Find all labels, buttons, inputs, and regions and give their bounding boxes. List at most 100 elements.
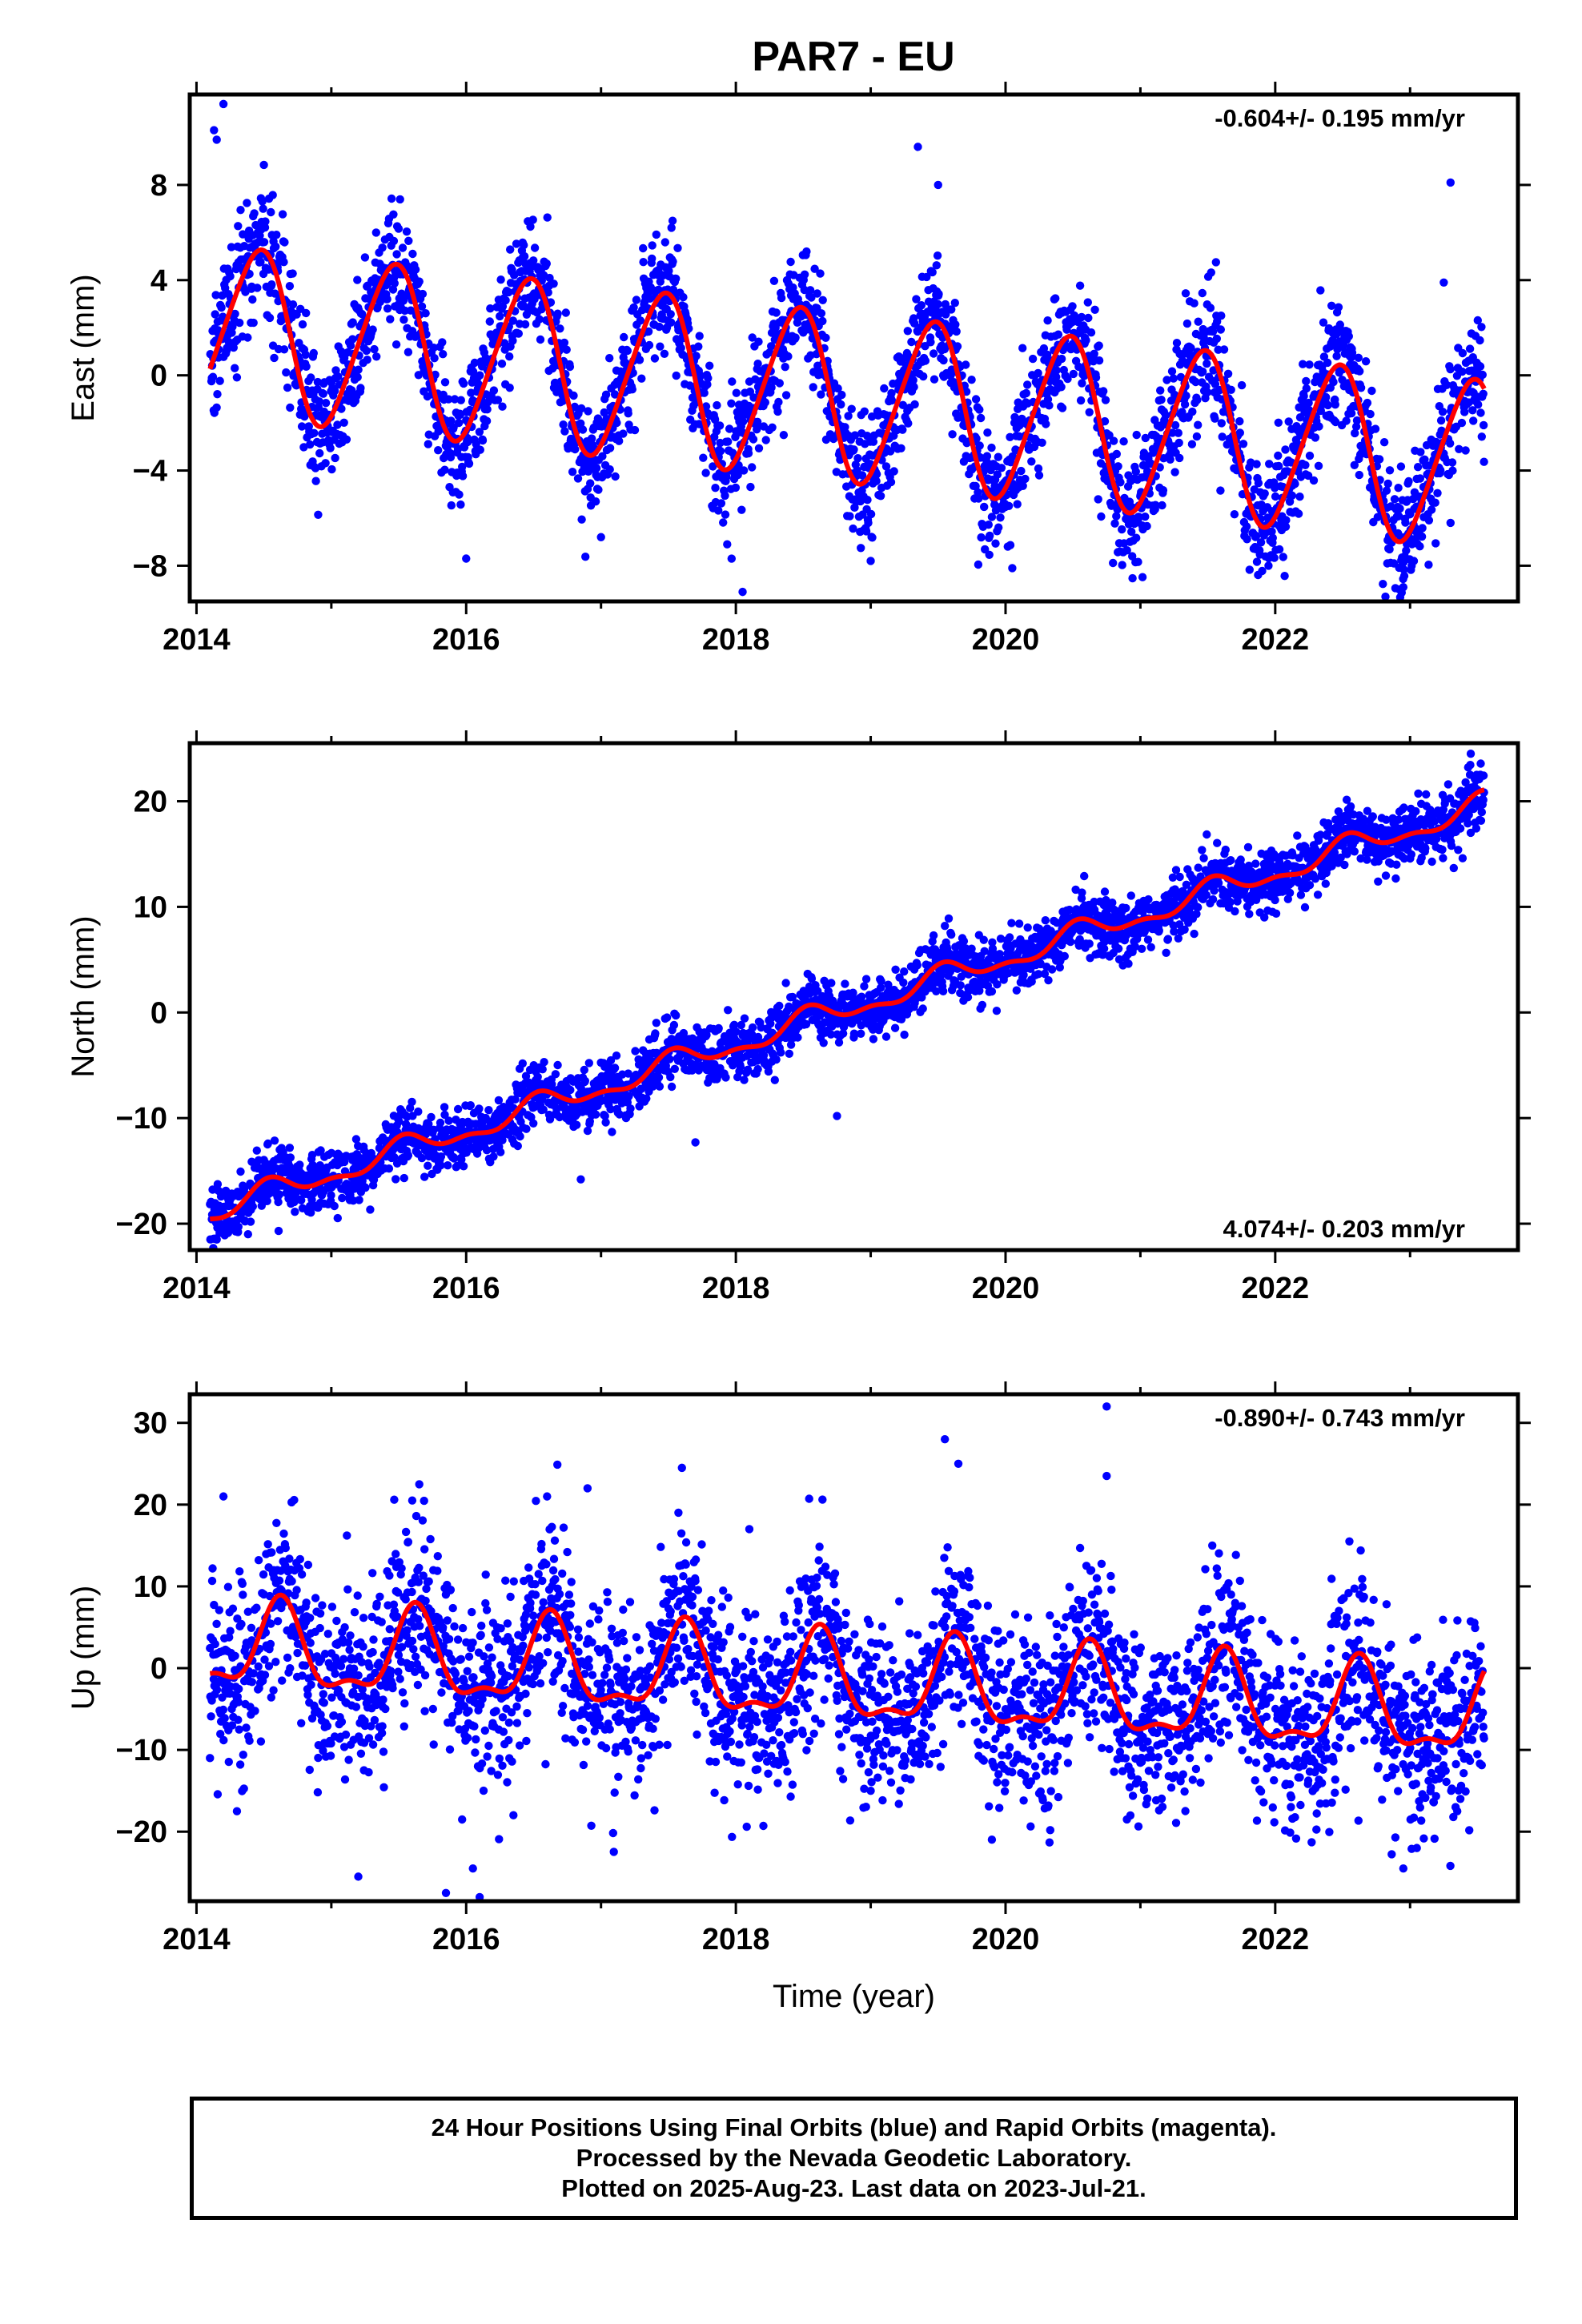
data-point (1302, 384, 1311, 393)
data-point (1235, 428, 1245, 437)
data-point (1478, 370, 1488, 380)
data-point (280, 238, 289, 247)
data-point (218, 291, 227, 300)
data-point (948, 430, 957, 439)
data-point (821, 333, 830, 342)
data-point (1281, 445, 1290, 454)
data-point (944, 914, 954, 923)
data-point (521, 1072, 531, 1080)
data-point (512, 239, 521, 248)
data-point (562, 345, 571, 354)
data-point (1438, 408, 1447, 416)
data-point (522, 1124, 531, 1133)
data-point (333, 420, 342, 429)
data-point (565, 362, 575, 372)
data-point (807, 293, 816, 302)
data-point (1052, 366, 1061, 375)
data-point (258, 197, 267, 206)
data-point (699, 453, 708, 462)
data-point (1090, 305, 1099, 314)
data-point (1427, 505, 1436, 514)
data-point (1465, 344, 1475, 353)
data-point (956, 981, 965, 990)
data-point (1323, 400, 1332, 410)
data-point (853, 466, 861, 475)
data-point (232, 373, 242, 382)
data-point (648, 241, 656, 250)
data-point (1114, 462, 1122, 471)
data-point (1399, 565, 1408, 574)
data-point (506, 245, 515, 254)
data-point (861, 527, 871, 536)
data-point (1323, 358, 1332, 368)
data-point (283, 383, 292, 392)
data-point (208, 372, 218, 381)
data-point (652, 230, 661, 239)
data-point (529, 256, 538, 265)
data-point (1207, 268, 1216, 277)
data-point (890, 1023, 900, 1032)
data-point (620, 332, 628, 342)
data-point (866, 509, 876, 519)
data-point (505, 384, 514, 392)
data-point (396, 195, 404, 204)
data-point (285, 282, 295, 291)
data-point (1094, 495, 1102, 504)
data-point (559, 420, 568, 429)
data-point (800, 285, 809, 295)
data-point (243, 1230, 252, 1239)
data-point (1038, 438, 1046, 447)
data-point (909, 376, 917, 384)
data-point (1051, 294, 1060, 303)
data-point (673, 243, 682, 252)
data-point (818, 296, 827, 304)
data-point (1141, 433, 1150, 443)
data-point (390, 279, 399, 287)
data-point (250, 209, 259, 218)
data-point (285, 1144, 295, 1152)
data-point (1085, 408, 1094, 416)
data-point (1097, 512, 1106, 521)
data-point (744, 448, 753, 458)
data-point (1042, 350, 1052, 360)
data-point (1334, 303, 1343, 312)
data-point (278, 210, 287, 219)
data-point (775, 379, 784, 388)
data-point (476, 445, 484, 454)
data-point (754, 337, 763, 346)
data-point (390, 1152, 399, 1162)
data-point (1404, 476, 1413, 486)
data-point (732, 388, 741, 397)
data-point (972, 434, 981, 443)
data-point (274, 1226, 283, 1236)
data-point (1291, 480, 1299, 489)
data-point (309, 348, 318, 358)
data-point (420, 1172, 429, 1181)
data-point-outlier (1446, 178, 1455, 187)
data-point (530, 243, 540, 252)
data-point (765, 348, 774, 357)
data-point (748, 463, 757, 472)
data-point (482, 416, 492, 425)
data-point (857, 544, 865, 553)
data-point (453, 1161, 462, 1171)
data-point (980, 502, 989, 512)
data-point (1367, 386, 1376, 396)
data-point (677, 344, 685, 352)
data-point (679, 292, 688, 302)
data-point (770, 1076, 779, 1084)
data-point (738, 417, 748, 426)
data-point (650, 354, 660, 363)
data-point (424, 440, 432, 448)
data-point (1361, 357, 1371, 366)
data-point (351, 1135, 361, 1144)
data-point (918, 1004, 927, 1013)
data-point (947, 930, 956, 939)
data-point (496, 275, 505, 284)
data-point (1028, 354, 1038, 364)
data-point (910, 400, 919, 409)
data-point (740, 1014, 749, 1023)
data-point (1021, 474, 1030, 484)
data-point (1479, 389, 1488, 398)
